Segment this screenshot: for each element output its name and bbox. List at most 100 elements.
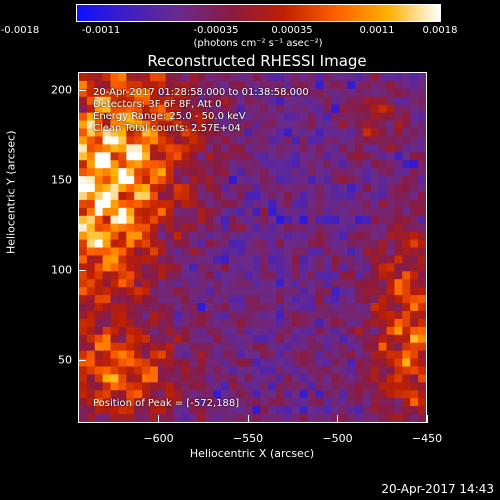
heatmap-cell	[220, 239, 230, 249]
heatmap-cell	[347, 96, 356, 106]
heatmap-cell	[110, 295, 120, 304]
heatmap-cell	[252, 255, 261, 264]
colorbar-tick-label: 0.00035	[271, 25, 313, 36]
heatmap-cell	[236, 342, 246, 352]
heatmap-cell	[228, 390, 238, 399]
heatmap-cell	[236, 184, 246, 193]
heatmap-cell	[355, 120, 364, 130]
heatmap-cell	[189, 342, 198, 352]
heatmap-cell	[189, 144, 198, 153]
heatmap-cell	[94, 223, 104, 233]
heatmap-cell	[205, 295, 214, 304]
heatmap-cell	[276, 223, 285, 233]
heatmap-cell	[94, 334, 104, 344]
heatmap-cell	[86, 176, 96, 185]
heatmap-cell	[236, 271, 246, 280]
heatmap-cell	[94, 104, 104, 114]
heatmap-cell	[307, 128, 317, 138]
heatmap-cell	[220, 80, 230, 90]
heatmap-cell	[149, 168, 159, 177]
heatmap-cell	[252, 80, 261, 90]
heatmap-cell	[102, 255, 112, 264]
heatmap-cell	[323, 152, 332, 161]
heatmap-cell	[331, 191, 340, 201]
heatmap-cell	[299, 231, 309, 241]
heatmap-cell	[331, 366, 340, 376]
heatmap-cell	[418, 414, 426, 422]
heatmap-cell	[418, 144, 426, 153]
heatmap-cell	[86, 255, 96, 264]
heatmap-cell	[244, 350, 254, 360]
heatmap-cell	[339, 263, 348, 272]
heatmap-cell	[355, 144, 364, 153]
heatmap-cell	[291, 144, 301, 153]
heatmap-cell	[118, 104, 127, 114]
heatmap-cell	[394, 390, 403, 399]
heatmap-cell	[228, 160, 238, 169]
heatmap-cell	[394, 152, 403, 161]
heatmap-cell	[189, 350, 198, 360]
heatmap-cell	[110, 104, 120, 114]
heatmap-cell	[220, 231, 230, 241]
heatmap-cell	[94, 382, 104, 391]
heatmap-cell	[86, 334, 96, 344]
heatmap-cell	[197, 144, 206, 153]
heatmap-cell	[181, 144, 191, 153]
heatmap-cell	[149, 398, 159, 407]
heatmap-cell	[370, 96, 380, 106]
heatmap-cell	[268, 73, 277, 82]
heatmap-cell	[236, 104, 246, 114]
heatmap-cell	[339, 350, 348, 360]
heatmap-cell	[126, 88, 135, 98]
heatmap-cell	[181, 104, 191, 114]
colorbar-tick-label: 0.0018	[422, 25, 458, 36]
heatmap-cell	[213, 326, 222, 336]
heatmap-cell	[307, 358, 317, 368]
heatmap-cell	[418, 112, 426, 122]
heatmap-cell	[79, 152, 88, 161]
heatmap-cell	[410, 255, 419, 264]
heatmap-cell	[157, 239, 167, 249]
heatmap-cell	[197, 112, 206, 122]
heatmap-cell	[276, 398, 285, 407]
heatmap-cell	[110, 318, 120, 328]
heatmap-cell	[157, 73, 167, 82]
heatmap-cell	[102, 176, 112, 185]
heatmap-cell	[378, 271, 388, 280]
heatmap-cell	[268, 223, 277, 233]
heatmap-cell	[94, 96, 104, 106]
heatmap-cell	[220, 310, 230, 320]
heatmap-cell	[386, 136, 396, 145]
heatmap-cell	[386, 374, 396, 383]
heatmap-cell	[323, 255, 332, 264]
heatmap-cell	[86, 104, 96, 114]
heatmap-cell	[149, 374, 159, 383]
heatmap-cell	[126, 326, 135, 336]
heatmap-cell	[386, 318, 396, 328]
heatmap-cell	[228, 271, 238, 280]
heatmap-cell	[386, 287, 396, 296]
heatmap-cell	[110, 176, 120, 185]
heatmap-cell	[315, 358, 325, 368]
heatmap-cell	[362, 310, 372, 320]
heatmap-cell	[181, 287, 191, 296]
heatmap-cell	[118, 414, 127, 422]
heatmap-cell	[418, 263, 426, 272]
heatmap-cell	[323, 73, 332, 82]
heatmap-cell	[291, 176, 301, 185]
heatmap-cell	[378, 326, 388, 336]
heatmap-cell	[402, 223, 411, 233]
heatmap-cell	[118, 96, 127, 106]
heatmap-cell	[323, 168, 332, 177]
heatmap-cell	[205, 88, 214, 98]
heatmap-cell	[394, 128, 403, 138]
heatmap-cell	[118, 295, 127, 304]
heatmap-cell	[315, 414, 325, 422]
heatmap-cell	[197, 295, 206, 304]
heatmap-cell	[402, 184, 411, 193]
heatmap-cell	[236, 160, 246, 169]
heatmap-cell	[118, 176, 127, 185]
heatmap-cell	[370, 73, 380, 82]
heatmap-cell	[331, 382, 340, 391]
heatmap-cell	[331, 160, 340, 169]
